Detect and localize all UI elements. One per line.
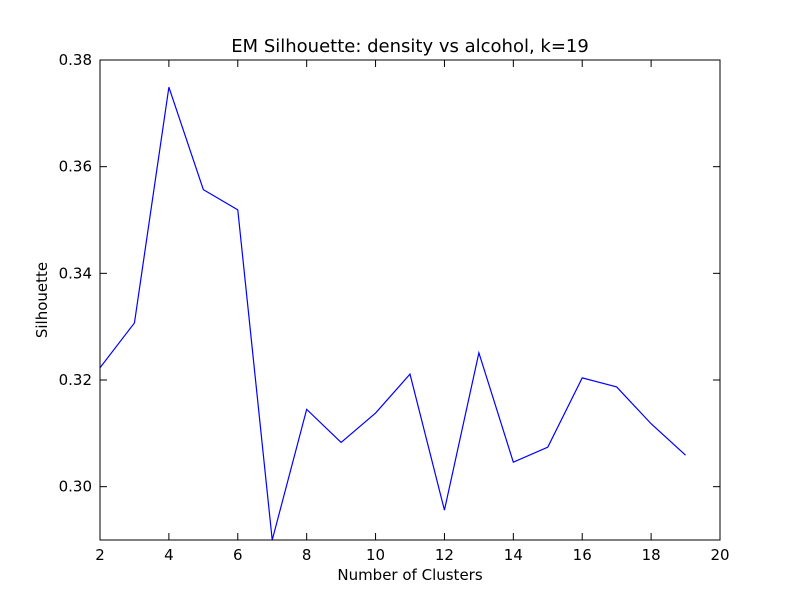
x-tick-label: 20: [710, 546, 729, 564]
chart-title: EM Silhouette: density vs alcohol, k=19: [231, 36, 589, 57]
y-tick-label: 0.32: [59, 371, 92, 389]
x-tick-label: 6: [233, 546, 243, 564]
y-tick-label: 0.34: [59, 264, 92, 282]
plot-background: [100, 60, 720, 540]
y-tick-label: 0.38: [59, 51, 92, 69]
ticks-layer: 2 4 6 8 10 12 14 16 18 20 0.30 0.32 0.34 0.36 0.38: [59, 51, 730, 564]
y-tick-label: 0.30: [59, 478, 92, 496]
series-line-0: [99, 87, 686, 541]
x-tick-label: 16: [573, 546, 592, 564]
y-tick-label: 0.36: [59, 158, 92, 176]
x-tick-label: 14: [504, 546, 523, 564]
x-tick-label: 10: [366, 546, 385, 564]
x-tick-label: 8: [302, 546, 312, 564]
plot-frame: [99, 59, 721, 541]
x-tick-label: 4: [164, 546, 174, 564]
y-axis-label: Silhouette: [33, 262, 51, 338]
series-layer: [99, 87, 686, 541]
x-tick-label: 12: [435, 546, 454, 564]
x-axis-label: Number of Clusters: [337, 566, 482, 584]
x-tick-label: 2: [95, 546, 105, 564]
x-tick-label: 18: [642, 546, 661, 564]
